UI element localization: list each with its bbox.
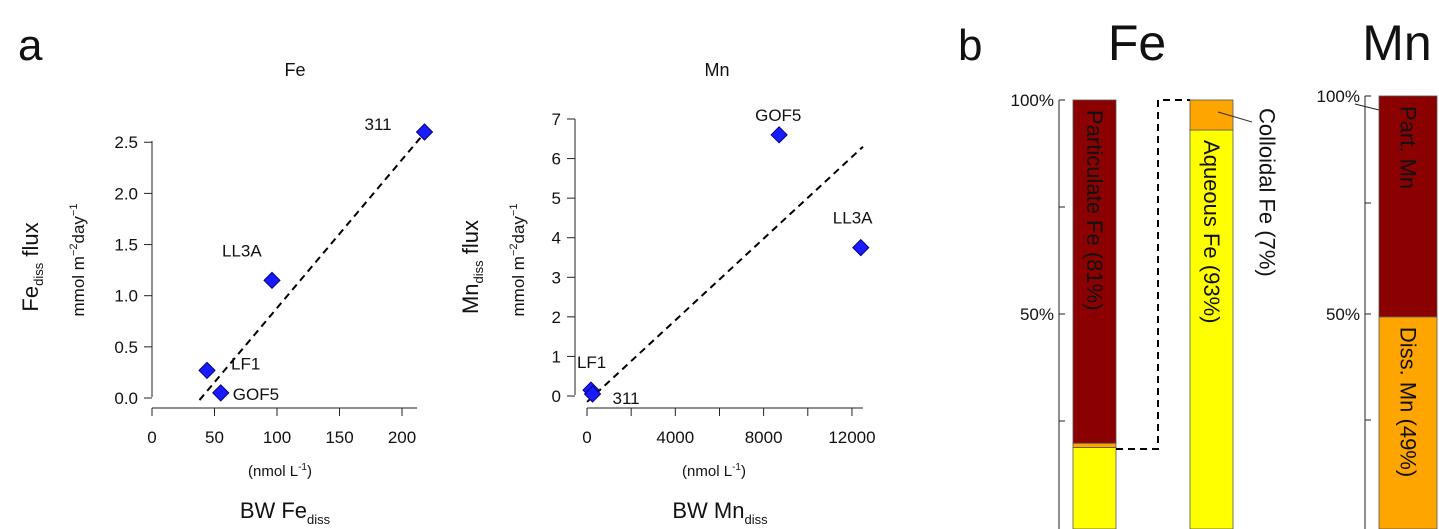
fe-point-ll3a — [263, 271, 281, 290]
fe-stack-connector — [1116, 99, 1190, 450]
fe-x-tick-label: 0 — [147, 428, 156, 447]
fe-y-ticks: 0.0 0.5 1.0 1.5 2.0 2.5 — [114, 133, 152, 408]
mn-x-axis-label: BW Mndiss — [672, 498, 768, 527]
fe-stack-segment-label-0: Aqueous Fe (93%) — [1199, 140, 1224, 323]
fe-y-tick-label: 1.5 — [114, 236, 138, 255]
mn-y-tick-label: 4 — [552, 229, 561, 248]
fe-y-tick-label: 2.5 — [114, 133, 138, 152]
fe-x-tick-label: 50 — [205, 428, 224, 447]
mn-x-tick-label: 4000 — [656, 428, 694, 447]
mn-stack-y-ticks: 0%50%100% — [1317, 87, 1371, 529]
fe-trendline — [198, 129, 428, 401]
mn-y-tick-label: 1 — [552, 347, 561, 366]
fe-stack-y-tick-label: 50% — [1020, 305, 1054, 324]
mn-y-ticks: 0 1 2 3 4 5 6 7 — [552, 110, 575, 406]
mn-stack-leader-line — [1354, 103, 1380, 111]
mn-stack-total-segment-0 — [1378, 316, 1438, 529]
panel-label-b: b — [958, 21, 982, 70]
fe-point-gof5 — [212, 384, 230, 402]
fe-stack-total-segment-2 — [1072, 99, 1117, 444]
mn-x-tick-label: 12000 — [828, 428, 875, 447]
fe-stack-segment-labels: Particulate Fe (81%) Aqueous Fe (93%) Coll… — [1082, 108, 1280, 323]
fe-chart-title: Fe — [284, 60, 305, 80]
mn-y-tick-label: 3 — [552, 268, 561, 287]
mn-point-311 — [583, 385, 602, 403]
mn-stack-total-segment-1 — [1378, 95, 1438, 318]
mn-point-label-311: 311 — [613, 389, 640, 408]
fe-x-tick-label: 200 — [388, 428, 416, 447]
mn-stack-segment-label-0: Diss. Mn (49%) — [1396, 327, 1421, 477]
fe-point-label-ll3a: LL3A — [222, 241, 262, 260]
mn-point-label-gof5: GOF5 — [755, 106, 801, 125]
mn-scatter-chart: Mn Mndiss flux mmol m−2day−1 0 1 2 3 4 5 6 7 0 4… — [458, 60, 876, 527]
fe-stack-segment-label-2: Particulate Fe (81%) — [1082, 110, 1107, 311]
mn-y-tick-label: 2 — [552, 308, 561, 327]
fe-y-tick-label: 2.0 — [114, 184, 138, 203]
mn-stacked-bars: Mn 0%50%100% Diss. Mn (49%)Part. Mn — [1317, 15, 1438, 529]
fe-y-tick-label: 0.5 — [114, 338, 138, 357]
mn-y-tick-label: 6 — [552, 150, 561, 169]
mn-point-label-ll3a: LL3A — [833, 209, 873, 228]
mn-y-tick-label: 5 — [552, 189, 561, 208]
fe-stack-y-tick-label: 100% — [1011, 91, 1054, 110]
fe-point-label-lf1: LF1 — [231, 354, 260, 373]
panel-label-a: a — [18, 21, 43, 70]
mn-stack-bar-segments — [1378, 95, 1438, 529]
mn-stack-y-tick-label: 50% — [1326, 305, 1360, 324]
fe-y-axis-unit: mmol m−2day−1 — [68, 204, 88, 317]
mn-y-axis-unit: mmol m−2day−1 — [508, 204, 528, 317]
fe-point-311 — [415, 123, 434, 141]
mn-point-ll3a — [852, 238, 870, 257]
mn-y-tick-label: 7 — [552, 110, 561, 129]
fe-stack-dissolved-segment-1 — [1189, 99, 1234, 131]
mn-x-axis-unit: (nmol L-1) — [682, 462, 746, 480]
mn-stack-y-tick-label: 100% — [1317, 87, 1360, 106]
mn-point-gof5 — [770, 126, 788, 144]
fe-point-label-gof5: GOF5 — [233, 385, 279, 404]
fe-x-tick-label: 100 — [263, 428, 291, 447]
fe-stack-dissolved-segment-0 — [1189, 129, 1234, 529]
mn-stack-segment-label-1: Part. Mn — [1396, 106, 1421, 189]
mn-y-axis-label: Mndiss flux — [458, 220, 486, 314]
mn-trendline — [586, 145, 864, 403]
fe-stack-segment-label-1: Colloidal Fe (7%) — [1255, 108, 1280, 277]
mn-data-points — [582, 126, 870, 403]
fe-x-ticks: 0 50 100 150 200 — [147, 408, 416, 447]
fe-point-label-311: 311 — [365, 115, 392, 134]
fe-y-tick-label: 1.0 — [114, 287, 138, 306]
mn-stack-segment-labels: Diss. Mn (49%) Part. Mn — [1396, 106, 1421, 477]
mn-chart-title: Mn — [704, 60, 729, 80]
fe-stack-total-segment-0 — [1072, 447, 1117, 529]
fe-x-axis-unit: (nmol L-1) — [248, 462, 312, 480]
mn-x-tick-label: 0 — [582, 428, 591, 447]
mn-point-label-lf1: LF1 — [577, 353, 606, 372]
mn-x-tick-label: 8000 — [745, 428, 783, 447]
fe-point-labels: 311 LL3A LF1 GOF5 — [222, 115, 392, 404]
fe-point-lf1 — [198, 361, 216, 380]
colloidal-leader-line — [1217, 111, 1253, 123]
fe-stack-bar-segments — [1072, 99, 1234, 529]
mn-x-ticks: 0 4000 8000 12000 — [582, 408, 876, 447]
fe-y-tick-label: 0.0 — [114, 389, 138, 408]
fe-stack-title: Fe — [1108, 15, 1166, 71]
fe-x-axis-label: BW Fediss — [240, 498, 331, 527]
fe-stack-total-segment-1 — [1072, 442, 1117, 448]
mn-point-labels: GOF5 LL3A LF1 311 — [577, 106, 873, 408]
mn-stack-title: Mn — [1362, 15, 1431, 71]
fe-y-axis-label: Fediss flux — [18, 222, 46, 311]
fe-stack-y-ticks: 0%50%100% — [1011, 91, 1065, 529]
mn-y-tick-label: 0 — [552, 387, 561, 406]
fe-stacked-bars: Fe 0%50%100% Particulate Fe (81%)Aqueous… — [1011, 15, 1280, 529]
fe-x-tick-label: 150 — [325, 428, 353, 447]
fe-data-points — [198, 123, 434, 402]
fe-scatter-chart: Fe Fediss flux mmol m−2day−1 0.0 0.5 1.0 1.… — [18, 60, 434, 527]
